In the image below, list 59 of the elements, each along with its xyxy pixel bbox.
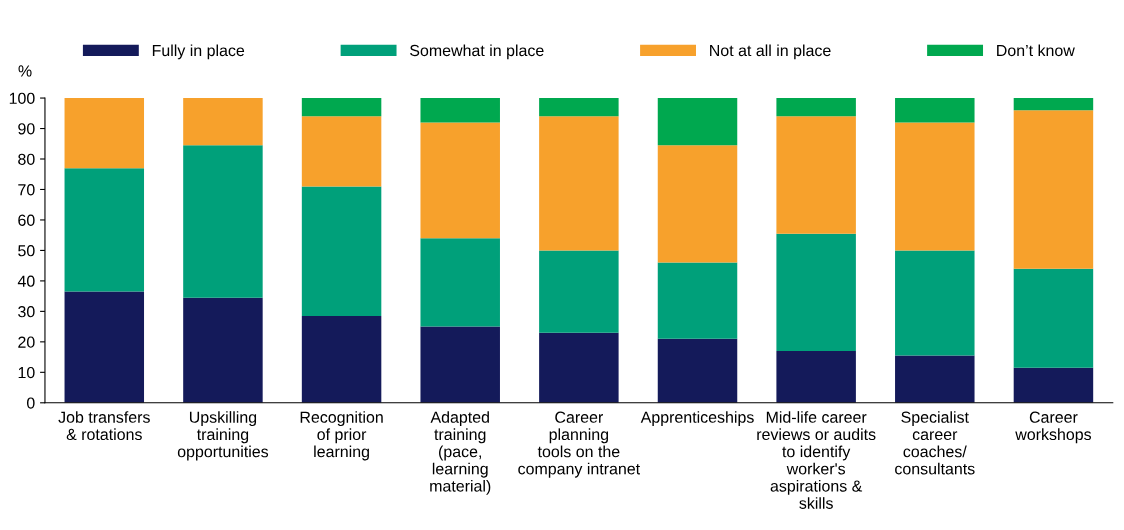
bar xyxy=(301,98,382,117)
legend-label: Not at all in place xyxy=(710,44,831,60)
x-tick-label: Career workshops xyxy=(1015,411,1092,444)
bar xyxy=(539,332,619,403)
legend-label: Fully in place xyxy=(152,44,245,60)
bar xyxy=(420,238,500,327)
y-tick-label: 90 xyxy=(18,123,35,135)
bar xyxy=(183,98,263,146)
bar xyxy=(539,98,619,117)
bar xyxy=(301,315,382,403)
x-tick-label: Mid-life career reviews or audits to identify worker's aspirations & skills xyxy=(757,411,876,509)
y-tick-label: 60 xyxy=(18,214,35,226)
bar xyxy=(420,122,500,239)
x-tick-label: Recognition of prior learning xyxy=(300,411,383,461)
bar xyxy=(301,186,382,316)
y-tick-label: 40 xyxy=(17,275,35,287)
y-axis-title: % xyxy=(18,65,32,77)
x-tick-label: Specialist career coaches/ consultants xyxy=(895,411,975,475)
y-tick-label: 70 xyxy=(18,184,35,196)
bar xyxy=(657,98,738,146)
y-tick-label: 30 xyxy=(18,306,35,318)
bar xyxy=(776,116,856,234)
bar xyxy=(1013,268,1094,368)
bar xyxy=(895,98,975,123)
bar xyxy=(895,355,975,403)
bar xyxy=(776,98,856,117)
bar xyxy=(301,116,382,187)
bar xyxy=(657,145,738,263)
x-tick-label: Adapted training (pace, learning material) xyxy=(430,411,491,495)
y-tick-label: 80 xyxy=(18,153,35,165)
bar xyxy=(1013,110,1094,269)
x-tick-label: Apprenticeships xyxy=(640,411,754,427)
bar xyxy=(64,168,145,292)
bar xyxy=(64,291,145,403)
legend-label: Don’t know xyxy=(997,44,1075,57)
x-tick-label: Career planning tools on the company intranet xyxy=(518,411,641,478)
y-tick-label: 20 xyxy=(18,336,35,348)
y-tick-label: 100 xyxy=(9,92,35,104)
bar xyxy=(64,98,145,169)
bar xyxy=(183,297,263,403)
bar xyxy=(895,122,975,251)
y-tick-label: 0 xyxy=(26,397,35,409)
legend-label: Somewhat in place xyxy=(410,44,544,60)
bar xyxy=(420,326,500,403)
bar xyxy=(657,338,738,403)
bar xyxy=(539,250,619,333)
y-tick-label: 50 xyxy=(18,245,35,257)
bar xyxy=(776,233,856,351)
x-tick-label: Job transfers & rotations xyxy=(58,411,150,441)
bar xyxy=(183,145,263,298)
bar xyxy=(657,262,738,339)
x-tick-label: Upskilling training opportunities xyxy=(177,411,269,461)
bar xyxy=(420,98,500,123)
bar xyxy=(1013,98,1094,111)
y-tick-label: 10 xyxy=(18,366,35,379)
bar xyxy=(539,116,619,251)
bar xyxy=(776,350,856,403)
bar xyxy=(895,250,975,356)
bar xyxy=(1013,367,1094,403)
